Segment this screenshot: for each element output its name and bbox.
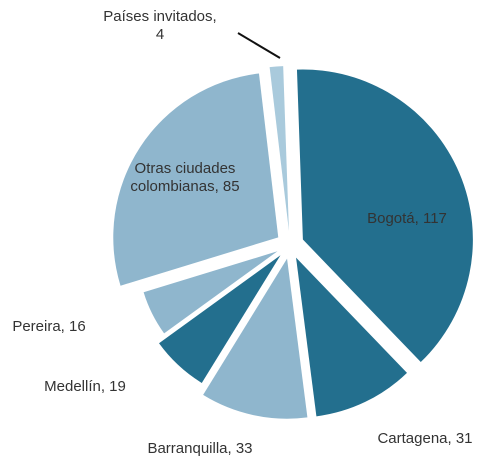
slice-label: Cartagena, 31 (377, 430, 473, 447)
pie-slice (269, 66, 289, 232)
slice-label: Otras ciudades colombianas, 85 (130, 160, 240, 195)
pie-slice (296, 257, 407, 417)
leader-line (237, 32, 281, 59)
pie-slice (159, 255, 281, 383)
slice-label: Medellín, 19 (44, 378, 126, 395)
pie-slice (203, 258, 308, 419)
slice-label: Bogotá, 117 (367, 210, 447, 227)
slice-label: Pereira, 16 (12, 318, 86, 335)
pie-slice (113, 73, 279, 286)
slice-label: Barranquilla, 33 (147, 440, 253, 457)
pie-slice (296, 69, 473, 363)
slice-label: Países invitados, 4 (103, 8, 217, 43)
pie-slice (143, 251, 278, 334)
